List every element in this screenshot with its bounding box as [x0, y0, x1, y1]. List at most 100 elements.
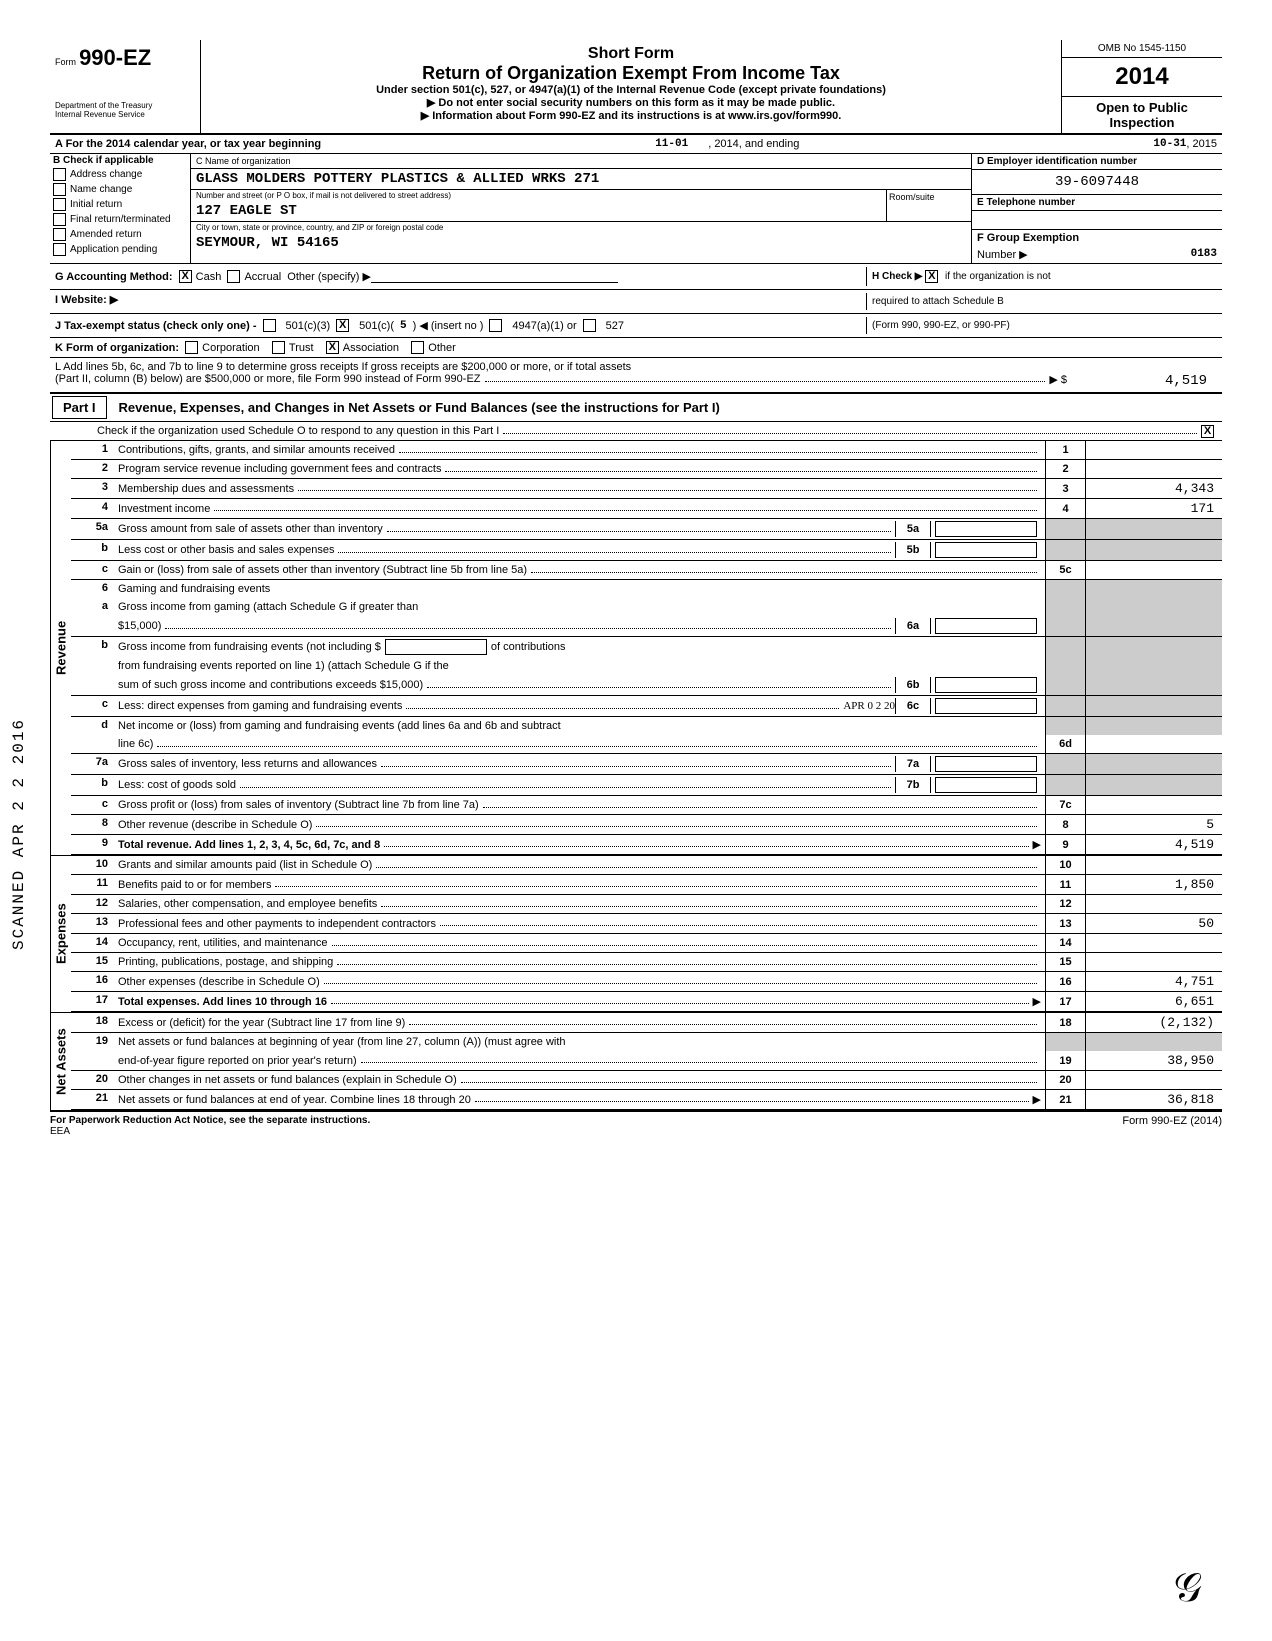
title-cell: Short Form Return of Organization Exempt… — [201, 40, 1062, 133]
omb: OMB No 1545-1150 — [1062, 40, 1222, 58]
col-c: C Name of organization GLASS MOLDERS POT… — [191, 154, 971, 263]
row-g-h: G Accounting Method: XCash Accrual Other… — [50, 264, 1222, 290]
line-7b: bLess: cost of goods sold7b — [71, 775, 1222, 796]
signature-initial: 𝒢 — [1174, 1564, 1202, 1611]
addr-label: Number and street (or P O box, if mail i… — [191, 190, 886, 201]
line-19b: end-of-year figure reported on prior yea… — [71, 1051, 1222, 1071]
line-16: 16Other expenses (describe in Schedule O… — [71, 972, 1222, 992]
line-2: 2Program service revenue including gover… — [71, 460, 1222, 479]
line-12: 12Salaries, other compensation, and empl… — [71, 895, 1222, 914]
instr2: ▶ Information about Form 990-EZ and its … — [206, 109, 1056, 122]
room-label: Room/suite — [887, 190, 971, 221]
side-netassets: Net Assets — [50, 1013, 71, 1110]
b-title: B Check if applicable — [50, 154, 190, 167]
city-label: City or town, state or province, country… — [191, 222, 971, 233]
chk-schedule-o[interactable]: X — [1201, 425, 1214, 438]
instr1: ▶ Do not enter social security numbers o… — [206, 96, 1056, 109]
chk-amended[interactable] — [53, 228, 66, 241]
form-number: 990-EZ — [79, 45, 151, 70]
chk-accrual[interactable] — [227, 270, 240, 283]
group-exemption: 0183 — [1191, 248, 1217, 261]
chk-schedule-b[interactable]: X — [925, 270, 938, 283]
d-label: D Employer identification number — [972, 154, 1222, 170]
part1-check-row: Check if the organization used Schedule … — [50, 422, 1222, 441]
line-3: 3Membership dues and assessments34,343 — [71, 479, 1222, 499]
chk-corp[interactable] — [185, 341, 198, 354]
chk-initial[interactable] — [53, 198, 66, 211]
line-6d: dNet income or (loss) from gaming and fu… — [71, 717, 1222, 735]
street: 127 EAGLE ST — [191, 201, 886, 221]
ein: 39-6097448 — [972, 170, 1222, 194]
part1-title: Revenue, Expenses, and Changes in Net As… — [109, 400, 720, 415]
chk-4947[interactable] — [489, 319, 502, 332]
footer: For Paperwork Reduction Act Notice, see … — [50, 1110, 1222, 1137]
line-11: 11Benefits paid to or for members111,850 — [71, 875, 1222, 895]
line-6d2: line 6c)6d — [71, 735, 1222, 754]
line-21: 21Net assets or fund balances at end of … — [71, 1090, 1222, 1110]
right-cell: OMB No 1545-1150 2014 Open to Public Ins… — [1062, 40, 1222, 133]
line-1: 1Contributions, gifts, grants, and simil… — [71, 441, 1222, 460]
chk-501c[interactable]: X — [336, 319, 349, 332]
chk-501c3[interactable] — [263, 319, 276, 332]
chk-other[interactable] — [411, 341, 424, 354]
line-5c: cGain or (loss) from sale of assets othe… — [71, 561, 1222, 580]
gross-receipts: 4,519 — [1067, 373, 1217, 389]
f-label: F Group Exemption — [972, 230, 1222, 246]
sub-title: Under section 501(c), 527, or 4947(a)(1)… — [206, 84, 1056, 96]
short-form: Short Form — [206, 45, 1056, 63]
form-number-cell: Form 990-EZ Department of the Treasury I… — [50, 40, 201, 133]
side-expenses: Expenses — [50, 856, 71, 1012]
city: SEYMOUR, WI 54165 — [191, 233, 971, 253]
line-15: 15Printing, publications, postage, and s… — [71, 953, 1222, 972]
form-header: Form 990-EZ Department of the Treasury I… — [50, 40, 1222, 135]
line-6a: aGross income from gaming (attach Schedu… — [71, 598, 1222, 616]
line-14: 14Occupancy, rent, utilities, and mainte… — [71, 934, 1222, 953]
line-6b3: sum of such gross income and contributio… — [71, 675, 1222, 696]
footer-form: Form 990-EZ (2014) — [1122, 1115, 1222, 1137]
chk-527[interactable] — [583, 319, 596, 332]
open-public: Open to Public Inspection — [1062, 96, 1222, 133]
chk-cash[interactable]: X — [179, 270, 192, 283]
dept2: Internal Revenue Service — [55, 110, 195, 119]
line-8: 8Other revenue (describe in Schedule O)8… — [71, 815, 1222, 835]
line-4: 4Investment income4171 — [71, 499, 1222, 519]
line-7c: cGross profit or (loss) from sales of in… — [71, 796, 1222, 815]
side-revenue: Revenue — [50, 441, 71, 855]
line-18: 18Excess or (deficit) for the year (Subt… — [71, 1013, 1222, 1033]
revenue-section: Revenue 1Contributions, gifts, grants, a… — [50, 441, 1222, 855]
e-label: E Telephone number — [972, 194, 1222, 211]
col-d: D Employer identification number 39-6097… — [971, 154, 1222, 263]
line-20: 20Other changes in net assets or fund ba… — [71, 1071, 1222, 1090]
chk-pending[interactable] — [53, 243, 66, 256]
expenses-section: Expenses 10Grants and similar amounts pa… — [50, 855, 1222, 1012]
line-13: 13Professional fees and other payments t… — [71, 914, 1222, 934]
line-5a: 5aGross amount from sale of assets other… — [71, 519, 1222, 540]
row-a: A For the 2014 calendar year, or tax yea… — [50, 135, 1222, 154]
row-k: K Form of organization: Corporation Trus… — [50, 337, 1222, 358]
chk-final[interactable] — [53, 213, 66, 226]
line-6: 6Gaming and fundraising events — [71, 580, 1222, 598]
line-6c: cLess: direct expenses from gaming and f… — [71, 696, 1222, 717]
line-5b: bLess cost or other basis and sales expe… — [71, 540, 1222, 561]
line-17: 17Total expenses. Add lines 10 through 1… — [71, 992, 1222, 1012]
chk-addr[interactable] — [53, 168, 66, 181]
row-l: L Add lines 5b, 6c, and 7b to line 9 to … — [50, 358, 1222, 392]
chk-name[interactable] — [53, 183, 66, 196]
line-6b: bGross income from fundraising events (n… — [71, 637, 1222, 657]
line-9: 9Total revenue. Add lines 1, 2, 3, 4, 5c… — [71, 835, 1222, 855]
section-bcd: B Check if applicable Address change Nam… — [50, 154, 1222, 264]
chk-assoc[interactable]: X — [326, 341, 339, 354]
line-6a2: $15,000)6a — [71, 616, 1222, 637]
netassets-section: Net Assets 18Excess or (deficit) for the… — [50, 1012, 1222, 1110]
dept1: Department of the Treasury — [55, 101, 195, 110]
chk-trust[interactable] — [272, 341, 285, 354]
main-title: Return of Organization Exempt From Incom… — [206, 63, 1056, 84]
line-7a: 7aGross sales of inventory, less returns… — [71, 754, 1222, 775]
part1-header: Part I Revenue, Expenses, and Changes in… — [50, 392, 1222, 422]
line-6b2: from fundraising events reported on line… — [71, 657, 1222, 675]
form-label: Form — [55, 57, 76, 67]
line-10: 10Grants and similar amounts paid (list … — [71, 856, 1222, 875]
tax-year: 2014 — [1062, 58, 1222, 96]
scanned-stamp: SCANNED APR 2 2 2016 — [10, 718, 28, 950]
row-j: J Tax-exempt status (check only one) - 5… — [50, 313, 1222, 337]
